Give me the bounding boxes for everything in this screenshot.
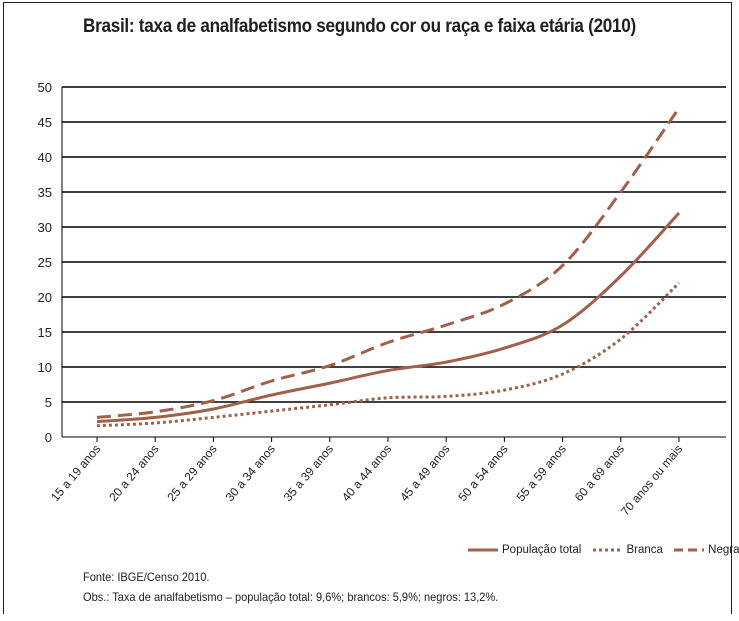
legend-label: Negra [708,544,739,556]
x-axis-ticks: 15 a 19 anos 20 a 24 anos 25 a 29 anos 30 a… [48,437,685,518]
legend-label: População total [502,544,582,556]
series-dashed [96,107,681,419]
y-tick-label: 10 [38,360,52,375]
y-tick-label: 15 [38,325,52,340]
y-tick-label: 40 [38,150,52,165]
x-tick-label: 20 a 24 anos [106,442,161,504]
y-tick-label: 50 [38,80,52,95]
legend-item-negra: Negra [674,544,739,556]
y-tick-label: 20 [38,290,52,305]
x-tick-label: 40 a 44 anos [339,442,394,504]
source-note: Fonte: IBGE/Censo 2010. [83,570,210,584]
x-tick-label: 70 anos ou mais [618,442,685,518]
chart-title: Brasil: taxa de analfabetismo segundo co… [83,16,636,37]
legend-item-total: População total [468,544,581,556]
x-tick-label: 50 a 54 anos [455,442,510,504]
chart-legend: População total Branca Negra [468,544,739,556]
y-tick-label: 35 [38,185,52,200]
x-tick-label: 45 a 49 anos [397,442,452,504]
y-tick-label: 25 [38,255,52,270]
x-tick-label: 60 a 69 anos [572,442,627,504]
x-tick-label: 25 a 29 anos [164,442,219,504]
y-tick-label: 5 [45,395,52,410]
x-tick-label: 35 a 39 anos [281,442,336,504]
y-axis-ticks: 0 5 10 15 20 25 30 35 40 45 50 [38,80,52,445]
legend-label: Branca [626,544,663,556]
series-line [96,211,681,424]
legend-swatch-solid [468,548,498,552]
x-tick-label: 15 a 19 anos [48,442,103,504]
x-tick-label: 55 a 59 anos [514,442,569,504]
y-tick-label: 45 [38,115,52,130]
y-tick-label: 0 [45,430,52,445]
legend-item-branca: Branca [592,544,663,556]
gridlines [61,86,726,438]
series-lines [96,107,681,428]
observation-note: Obs.: Taxa de analfabetismo – população … [83,590,499,604]
y-tick-label: 30 [38,220,52,235]
series-line [96,107,681,419]
chart-frame [3,2,732,614]
series-line [96,281,681,428]
legend-swatch-dashed [674,548,705,552]
series-dotted [96,281,681,428]
series-solid [96,211,681,424]
x-tick-label: 30 a 34 anos [223,442,278,504]
legend-swatch-dotted [592,548,623,552]
